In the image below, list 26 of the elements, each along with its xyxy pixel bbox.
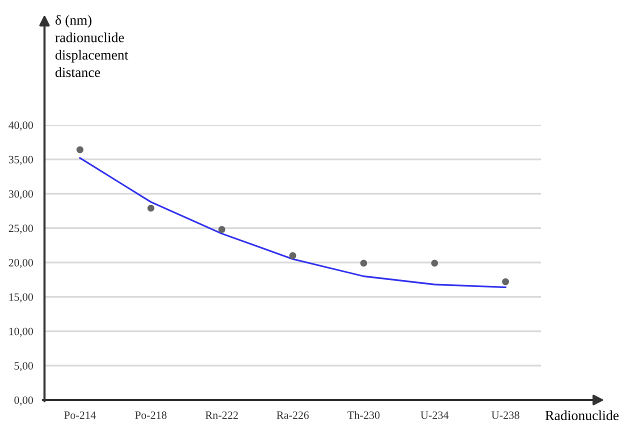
x-tick-label: Po-214 bbox=[64, 411, 96, 419]
y-tick-label: 0,00 bbox=[14, 396, 33, 406]
y-tick-label: 30,00 bbox=[8, 190, 33, 200]
x-tick-label: U-234 bbox=[420, 411, 449, 419]
y-tick-label: 35,00 bbox=[8, 156, 33, 165]
y-tick-label: 5,00 bbox=[14, 362, 33, 372]
x-tick-label: Ra-226 bbox=[276, 411, 309, 419]
y-tick-label: 40,00 bbox=[8, 121, 33, 131]
y-tick-label: 20,00 bbox=[8, 258, 33, 268]
point bbox=[218, 226, 226, 233]
line-series bbox=[79, 157, 506, 288]
x-tick-label: U-238 bbox=[492, 411, 520, 419]
point bbox=[502, 278, 510, 286]
y-tick-label: 25,00 bbox=[8, 224, 33, 234]
point bbox=[289, 252, 296, 260]
x-tick-label: Po-218 bbox=[135, 411, 167, 419]
x-tick-label: Th-230 bbox=[348, 411, 380, 419]
point bbox=[360, 260, 368, 267]
x-axis-title: Radionuclide bbox=[545, 410, 619, 420]
y-axis-title: δ (nm) radionuclide displacement distance bbox=[55, 15, 128, 78]
point bbox=[147, 204, 154, 212]
point bbox=[431, 260, 438, 267]
point bbox=[76, 146, 84, 154]
y-tick-label: 15,00 bbox=[9, 293, 33, 302]
x-tick-label: Rn-222 bbox=[205, 411, 238, 419]
y-tick-label: 10,00 bbox=[9, 328, 33, 337]
